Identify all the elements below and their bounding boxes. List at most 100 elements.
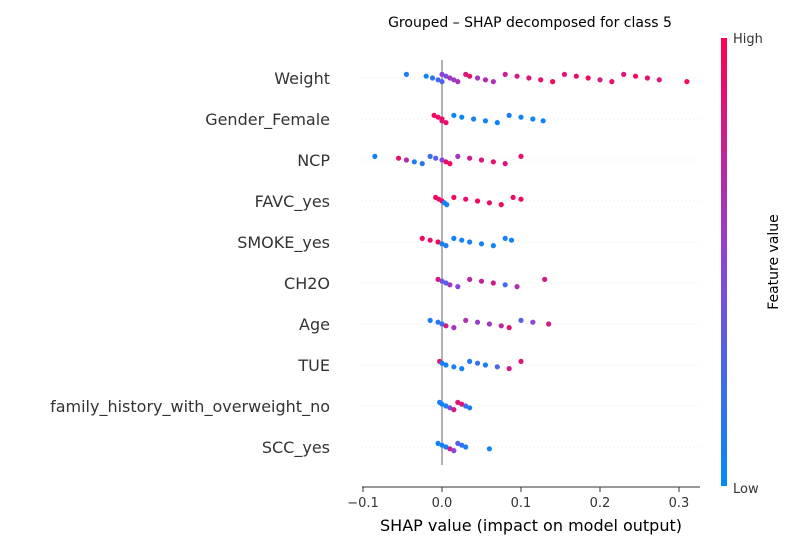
shap-point bbox=[490, 159, 496, 165]
shap-points bbox=[372, 71, 690, 454]
shap-point bbox=[561, 71, 568, 77]
shap-point bbox=[518, 317, 524, 323]
shap-point bbox=[482, 77, 489, 83]
colorbar-low-label: Low bbox=[733, 482, 759, 497]
shap-point bbox=[443, 362, 449, 368]
shap-point bbox=[478, 157, 485, 163]
shap-point bbox=[463, 403, 469, 409]
shap-point bbox=[443, 120, 449, 126]
shap-point bbox=[455, 440, 461, 446]
feature-label: family_history_with_overweight_no bbox=[50, 397, 330, 417]
shap-point bbox=[632, 73, 639, 79]
shap-point bbox=[435, 239, 441, 245]
shap-point bbox=[451, 364, 457, 370]
feature-label: SCC_yes bbox=[262, 438, 330, 458]
shap-point bbox=[508, 237, 515, 243]
shap-point bbox=[451, 325, 457, 331]
shap-point bbox=[514, 73, 520, 79]
shap-point bbox=[435, 319, 441, 325]
chart-title: Grouped – SHAP decomposed for class 5 bbox=[388, 15, 672, 31]
shap-point bbox=[459, 366, 465, 372]
shap-point bbox=[467, 155, 473, 161]
shap-point bbox=[427, 317, 433, 323]
shap-point bbox=[518, 196, 524, 202]
shap-point bbox=[609, 79, 615, 85]
shap-point bbox=[435, 114, 441, 120]
shap-point bbox=[506, 325, 512, 331]
shap-point bbox=[506, 366, 512, 372]
feature-label: CH2O bbox=[284, 274, 330, 293]
x-tick-label: 0.2 bbox=[590, 496, 611, 511]
x-tick-label: 0.0 bbox=[432, 496, 453, 511]
shap-point bbox=[439, 157, 445, 163]
shap-point bbox=[443, 243, 449, 249]
shap-point bbox=[463, 71, 469, 77]
shap-point bbox=[439, 71, 445, 77]
x-tick-label: 0.1 bbox=[511, 496, 532, 511]
shap-point bbox=[498, 323, 504, 329]
shap-point bbox=[550, 79, 556, 85]
shap-point bbox=[518, 153, 524, 159]
shap-point bbox=[447, 446, 453, 452]
shap-point bbox=[486, 200, 492, 206]
shap-point bbox=[518, 114, 524, 120]
shap-point bbox=[439, 278, 445, 284]
shap-point bbox=[540, 118, 546, 124]
x-tick-label: −0.1 bbox=[347, 496, 379, 511]
row-guides bbox=[362, 77, 700, 448]
x-axis-ticks: −0.1 0.0 0.1 0.2 0.3 bbox=[347, 487, 689, 511]
shap-point bbox=[478, 278, 485, 284]
shap-point bbox=[467, 73, 473, 79]
feature-label: Gender_Female bbox=[205, 110, 330, 130]
shap-point bbox=[474, 319, 481, 325]
shap-point bbox=[439, 79, 445, 85]
shap-point bbox=[439, 401, 445, 407]
feature-label: Weight bbox=[274, 69, 330, 88]
shap-point bbox=[423, 73, 429, 79]
shap-point bbox=[451, 448, 457, 454]
shap-point bbox=[621, 71, 627, 77]
shap-point bbox=[403, 157, 410, 163]
shap-point bbox=[490, 243, 496, 249]
shap-point bbox=[486, 446, 492, 452]
shap-point bbox=[403, 71, 410, 77]
shap-point bbox=[447, 75, 453, 81]
shap-point bbox=[530, 319, 536, 325]
shap-point bbox=[443, 323, 449, 329]
feature-label: NCP bbox=[297, 151, 330, 170]
shap-point bbox=[427, 237, 433, 243]
shap-point bbox=[506, 112, 512, 118]
shap-point bbox=[433, 155, 439, 161]
shap-point bbox=[573, 73, 579, 79]
shap-point bbox=[656, 77, 662, 83]
shap-point bbox=[482, 118, 489, 124]
shap-point bbox=[419, 161, 425, 167]
shap-point bbox=[455, 153, 461, 159]
shap-point bbox=[395, 155, 402, 161]
shap-point bbox=[443, 73, 449, 79]
shap-point bbox=[431, 112, 437, 118]
feature-labels: Weight Gender_Female NCP FAVC_yes SMOKE_yes C… bbox=[50, 69, 330, 458]
shap-point bbox=[467, 405, 473, 411]
shap-point bbox=[459, 114, 465, 120]
shap-point bbox=[585, 75, 591, 81]
shap-point bbox=[451, 77, 457, 83]
shap-point bbox=[542, 276, 548, 282]
shap-point bbox=[467, 239, 473, 245]
shap-point bbox=[429, 75, 436, 81]
shap-point bbox=[439, 321, 445, 327]
shap-point bbox=[494, 120, 500, 126]
shap-point bbox=[490, 79, 496, 85]
shap-point bbox=[459, 401, 465, 407]
shap-point bbox=[486, 321, 492, 327]
shap-point bbox=[482, 362, 489, 368]
shap-point bbox=[435, 276, 441, 282]
x-axis-label: SHAP value (impact on model output) bbox=[380, 516, 682, 535]
shap-point bbox=[478, 241, 485, 247]
shap-point bbox=[498, 202, 504, 208]
shap-point bbox=[459, 442, 465, 448]
shap-point bbox=[372, 153, 378, 159]
shap-point bbox=[502, 161, 508, 167]
shap-point bbox=[467, 358, 473, 364]
